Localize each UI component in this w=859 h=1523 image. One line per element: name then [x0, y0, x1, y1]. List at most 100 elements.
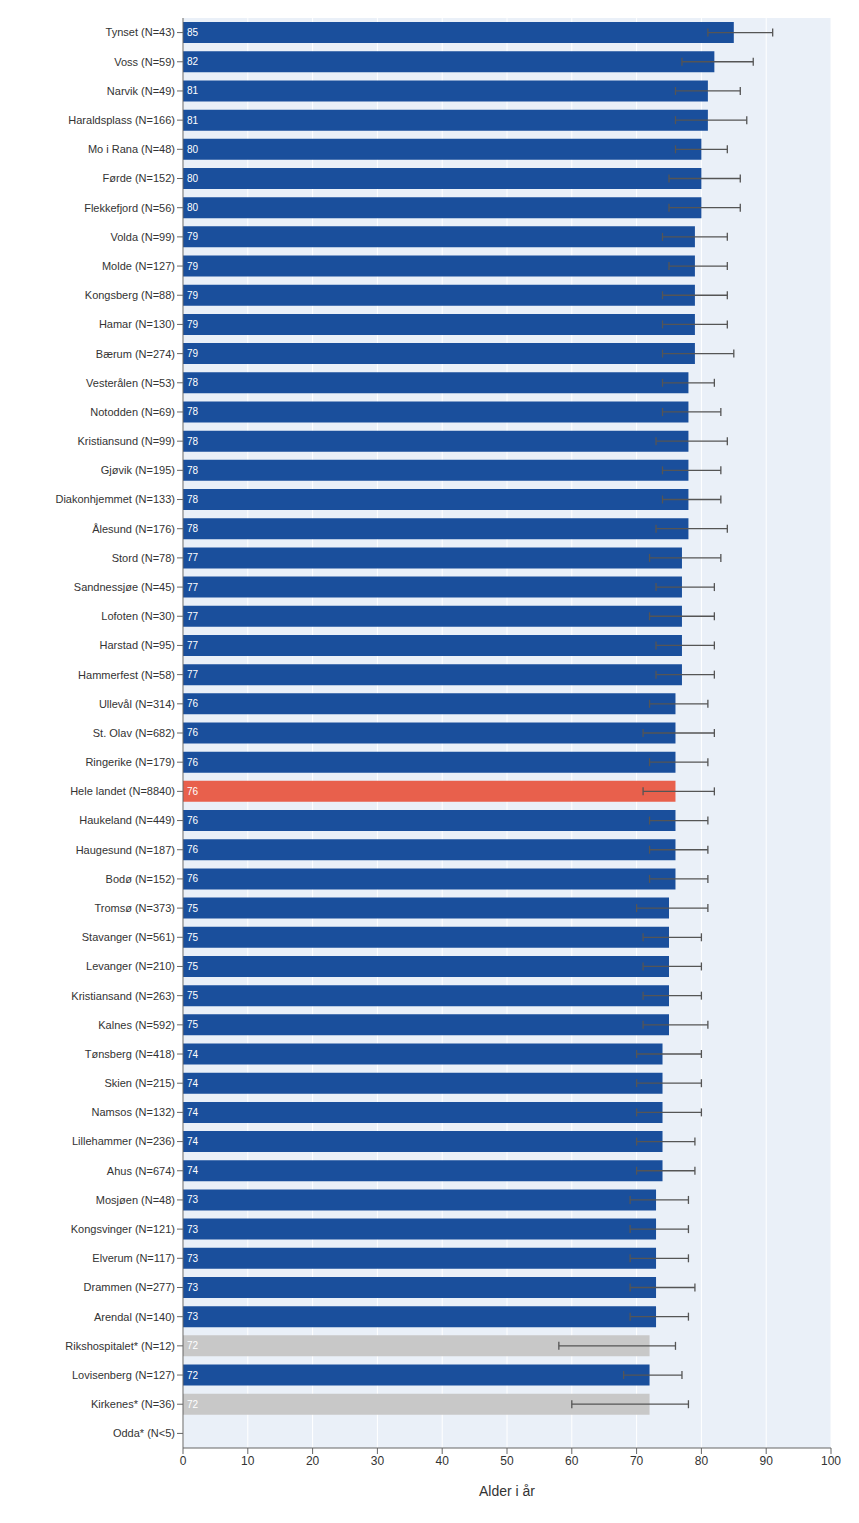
svg-text:70: 70 — [630, 1454, 644, 1468]
svg-text:Flekkefjord (N=56): Flekkefjord (N=56) — [84, 202, 175, 214]
svg-text:73: 73 — [187, 1224, 199, 1235]
svg-text:Lovisenberg (N=127): Lovisenberg (N=127) — [72, 1369, 175, 1381]
svg-text:Haraldsplass (N=166): Haraldsplass (N=166) — [68, 114, 175, 126]
svg-text:Ahus (N=674): Ahus (N=674) — [107, 1165, 175, 1177]
svg-text:79: 79 — [187, 290, 199, 301]
svg-text:72: 72 — [187, 1370, 199, 1381]
svg-text:Ålesund (N=176): Ålesund (N=176) — [92, 523, 175, 535]
svg-text:73: 73 — [187, 1194, 199, 1205]
svg-text:77: 77 — [187, 611, 199, 622]
svg-text:81: 81 — [187, 115, 199, 126]
svg-text:Kristiansund (N=99): Kristiansund (N=99) — [77, 435, 175, 447]
svg-text:Tynset (N=43): Tynset (N=43) — [106, 26, 175, 38]
svg-text:76: 76 — [187, 727, 199, 738]
svg-text:75: 75 — [187, 990, 199, 1001]
svg-text:72: 72 — [187, 1340, 199, 1351]
svg-text:90: 90 — [760, 1454, 774, 1468]
svg-text:Stord (N=78): Stord (N=78) — [112, 552, 175, 564]
svg-text:Molde (N=127): Molde (N=127) — [102, 260, 175, 272]
svg-text:Hamar (N=130): Hamar (N=130) — [99, 318, 175, 330]
svg-text:74: 74 — [187, 1165, 199, 1176]
svg-text:76: 76 — [187, 844, 199, 855]
svg-text:78: 78 — [187, 494, 199, 505]
svg-text:78: 78 — [187, 406, 199, 417]
svg-text:75: 75 — [187, 932, 199, 943]
svg-text:Lillehammer (N=236): Lillehammer (N=236) — [72, 1135, 175, 1147]
svg-text:78: 78 — [187, 465, 199, 476]
svg-text:79: 79 — [187, 231, 199, 242]
svg-text:75: 75 — [187, 961, 199, 972]
svg-text:Volda (N=99): Volda (N=99) — [110, 231, 175, 243]
svg-text:Vesterålen (N=53): Vesterålen (N=53) — [86, 377, 175, 389]
svg-text:76: 76 — [187, 698, 199, 709]
svg-text:Førde (N=152): Førde (N=152) — [103, 172, 175, 184]
svg-text:79: 79 — [187, 319, 199, 330]
svg-text:St. Olav (N=682): St. Olav (N=682) — [93, 727, 175, 739]
svg-text:Voss (N=59): Voss (N=59) — [114, 56, 175, 68]
svg-text:40: 40 — [436, 1454, 450, 1468]
svg-text:72: 72 — [187, 1399, 199, 1410]
svg-text:Rikshospitalet* (N=12): Rikshospitalet* (N=12) — [65, 1340, 175, 1352]
svg-text:77: 77 — [187, 669, 199, 680]
svg-text:Bodø (N=152): Bodø (N=152) — [106, 873, 175, 885]
svg-text:80: 80 — [187, 173, 199, 184]
svg-text:78: 78 — [187, 377, 199, 388]
svg-text:73: 73 — [187, 1282, 199, 1293]
svg-text:Hele landet (N=8840): Hele landet (N=8840) — [70, 785, 175, 797]
svg-text:78: 78 — [187, 523, 199, 534]
svg-text:Levanger (N=210): Levanger (N=210) — [86, 960, 175, 972]
svg-text:76: 76 — [187, 757, 199, 768]
svg-text:Gjøvik (N=195): Gjøvik (N=195) — [101, 464, 175, 476]
svg-text:Tønsberg (N=418): Tønsberg (N=418) — [85, 1048, 175, 1060]
svg-text:Skien (N=215): Skien (N=215) — [104, 1077, 175, 1089]
svg-text:100: 100 — [821, 1454, 841, 1468]
svg-text:Diakonhjemmet (N=133): Diakonhjemmet (N=133) — [55, 493, 175, 505]
svg-text:Alder i år: Alder i år — [479, 1483, 535, 1499]
svg-text:30: 30 — [371, 1454, 385, 1468]
svg-text:78: 78 — [187, 436, 199, 447]
svg-text:74: 74 — [187, 1049, 199, 1060]
svg-text:Namsos (N=132): Namsos (N=132) — [92, 1106, 175, 1118]
svg-text:75: 75 — [187, 903, 199, 914]
svg-text:81: 81 — [187, 85, 199, 96]
svg-text:Harstad (N=95): Harstad (N=95) — [99, 639, 175, 651]
svg-text:Drammen (N=277): Drammen (N=277) — [84, 1281, 175, 1293]
svg-text:77: 77 — [187, 640, 199, 651]
svg-text:79: 79 — [187, 261, 199, 272]
svg-text:Tromsø (N=373): Tromsø (N=373) — [94, 902, 175, 914]
svg-text:Notodden (N=69): Notodden (N=69) — [90, 406, 175, 418]
svg-text:60: 60 — [565, 1454, 579, 1468]
svg-text:Haukeland (N=449): Haukeland (N=449) — [79, 814, 175, 826]
svg-text:76: 76 — [187, 873, 199, 884]
svg-text:Arendal (N=140): Arendal (N=140) — [94, 1311, 175, 1323]
svg-text:74: 74 — [187, 1107, 199, 1118]
svg-text:Elverum (N=117): Elverum (N=117) — [92, 1252, 175, 1264]
svg-text:Sandnessjøe (N=45): Sandnessjøe (N=45) — [74, 581, 175, 593]
svg-text:82: 82 — [187, 56, 199, 67]
svg-text:76: 76 — [187, 786, 199, 797]
svg-text:77: 77 — [187, 552, 199, 563]
svg-text:0: 0 — [180, 1454, 187, 1468]
svg-text:Odda* (N<5): Odda* (N<5) — [113, 1427, 175, 1439]
svg-text:Stavanger (N=561): Stavanger (N=561) — [82, 931, 175, 943]
svg-text:74: 74 — [187, 1078, 199, 1089]
svg-text:Ullevål (N=314): Ullevål (N=314) — [99, 698, 175, 710]
svg-text:Bærum (N=274): Bærum (N=274) — [96, 348, 175, 360]
svg-text:10: 10 — [241, 1454, 255, 1468]
svg-text:Kalnes (N=592): Kalnes (N=592) — [98, 1019, 175, 1031]
svg-text:85: 85 — [187, 27, 199, 38]
svg-text:Haugesund (N=187): Haugesund (N=187) — [76, 844, 175, 856]
svg-text:79: 79 — [187, 348, 199, 359]
svg-text:50: 50 — [500, 1454, 514, 1468]
svg-text:73: 73 — [187, 1253, 199, 1264]
svg-text:Mosjøen (N=48): Mosjøen (N=48) — [96, 1194, 175, 1206]
svg-text:74: 74 — [187, 1136, 199, 1147]
svg-text:Mo i Rana (N=48): Mo i Rana (N=48) — [88, 143, 175, 155]
svg-text:73: 73 — [187, 1311, 199, 1322]
svg-text:Hammerfest (N=58): Hammerfest (N=58) — [78, 669, 175, 681]
svg-text:Lofoten (N=30): Lofoten (N=30) — [101, 610, 175, 622]
svg-text:80: 80 — [187, 144, 199, 155]
svg-text:20: 20 — [306, 1454, 320, 1468]
svg-text:Kristiansand (N=263): Kristiansand (N=263) — [71, 990, 175, 1002]
svg-text:Kongsberg (N=88): Kongsberg (N=88) — [85, 289, 175, 301]
